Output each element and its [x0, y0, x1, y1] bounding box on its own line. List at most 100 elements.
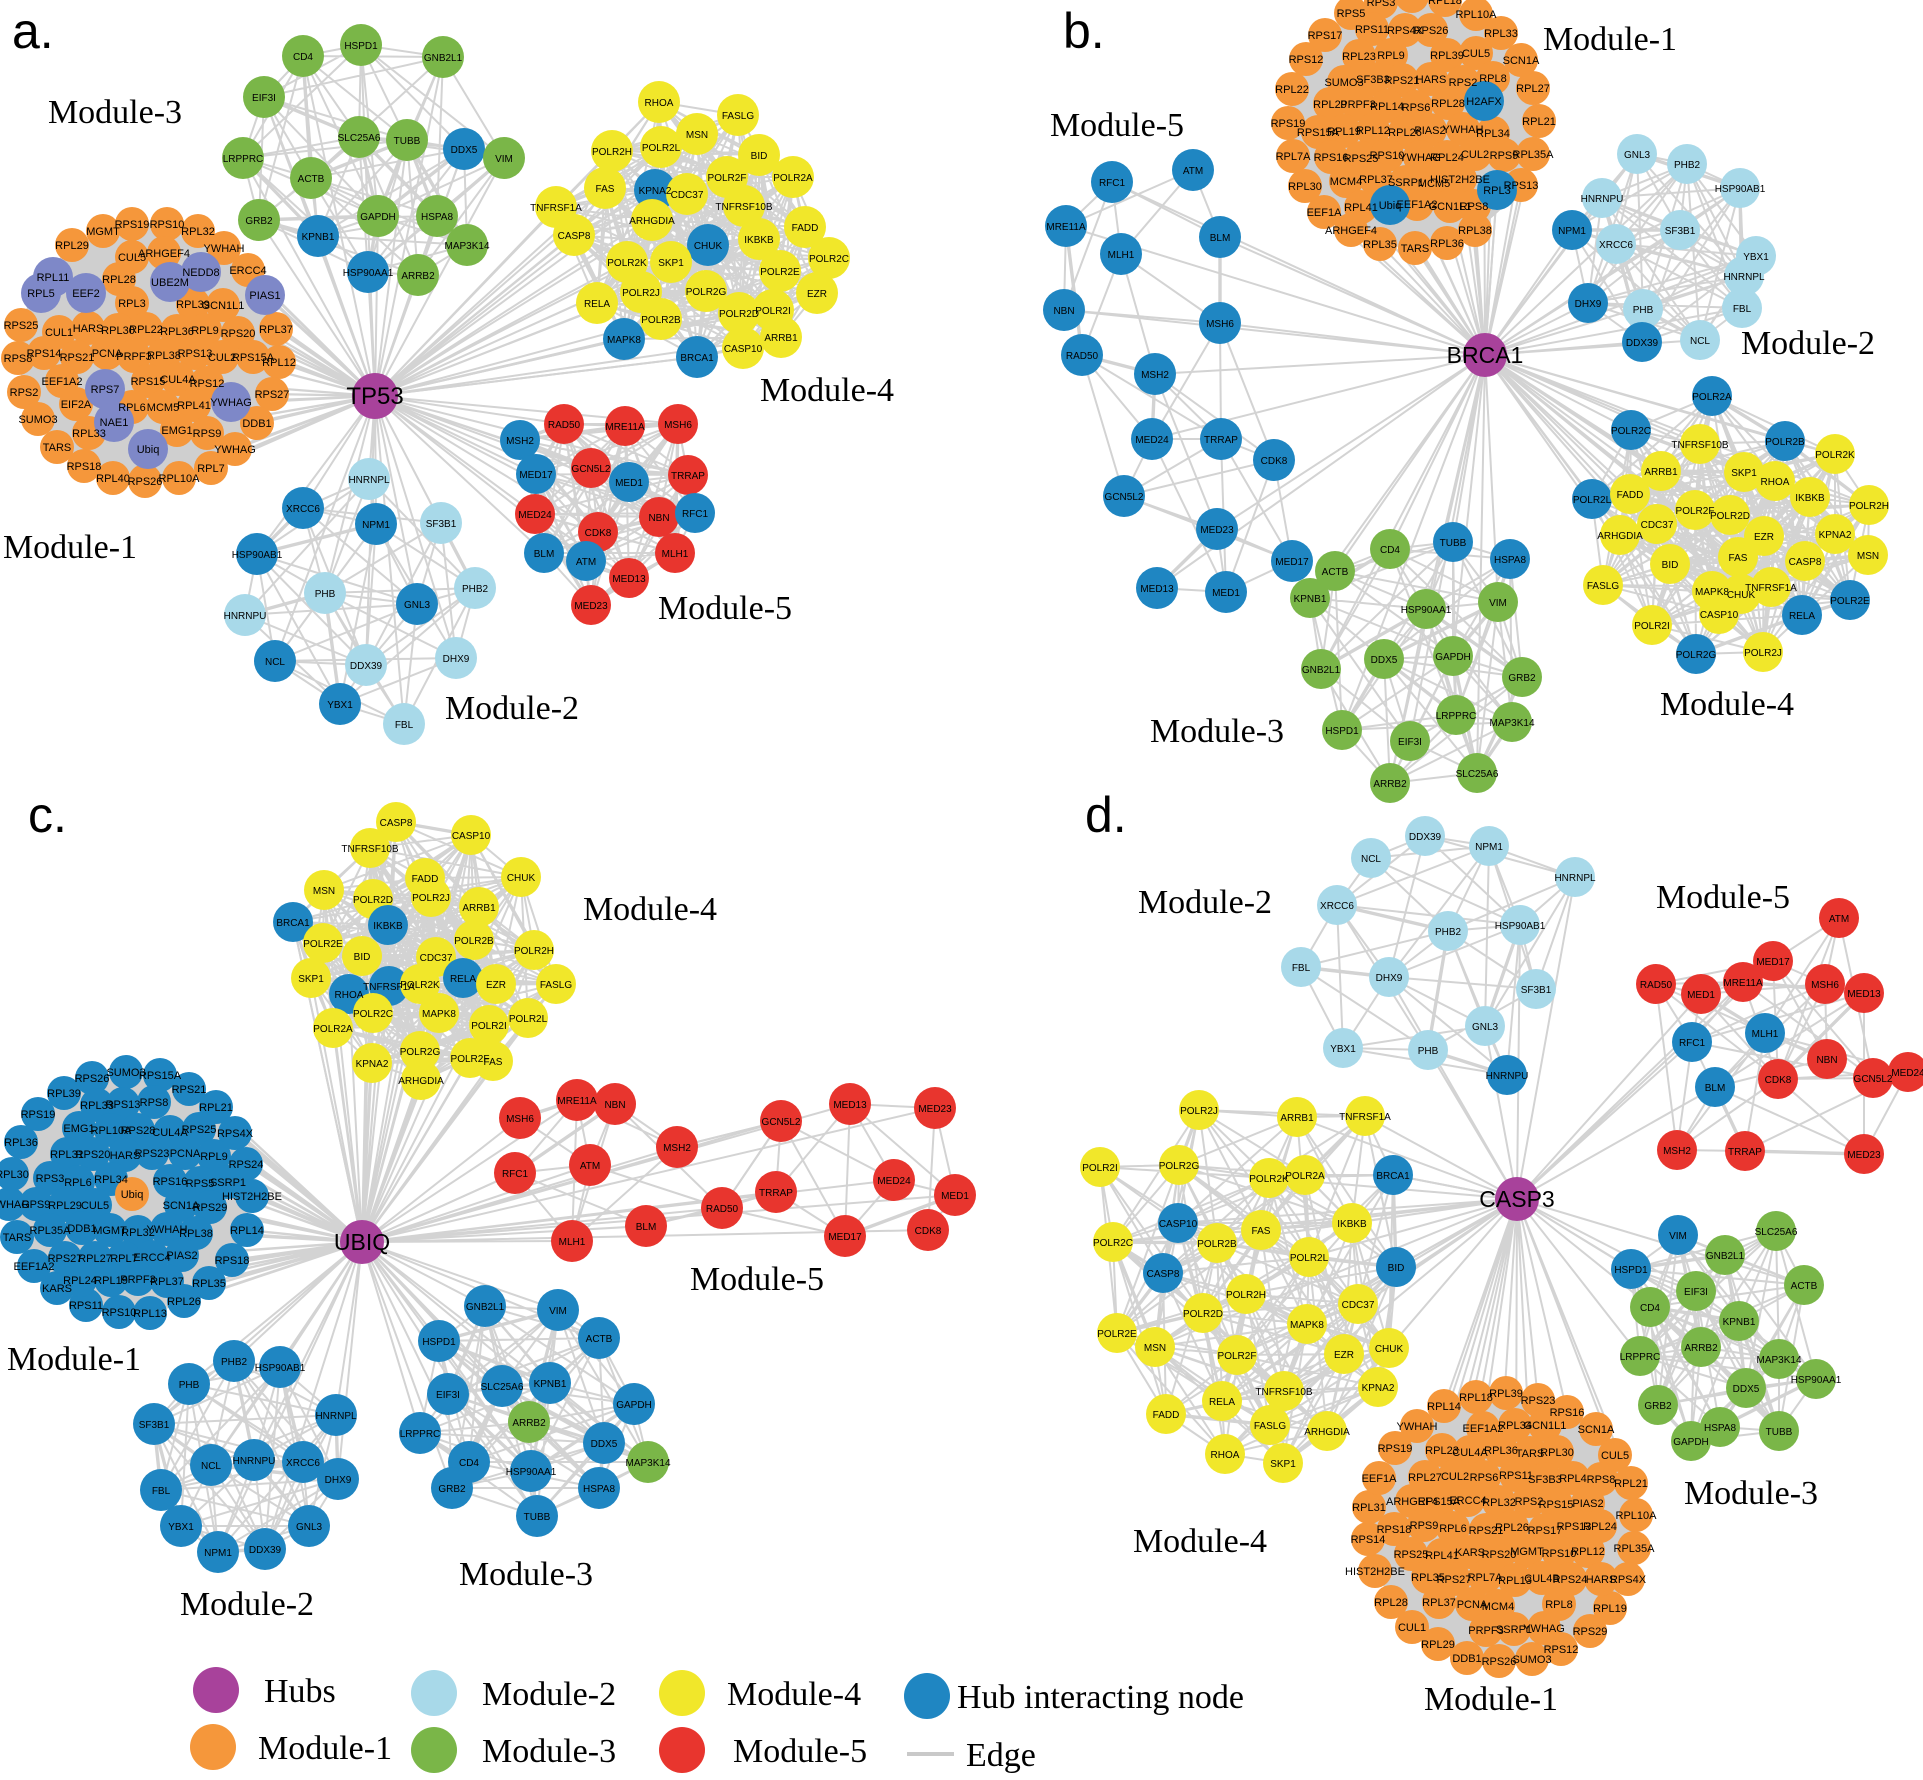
svg-text:MGMT: MGMT	[86, 226, 120, 238]
svg-text:Module-2: Module-2	[1138, 884, 1272, 921]
svg-text:RPS20: RPS20	[1482, 1549, 1517, 1561]
svg-text:RPS26: RPS26	[75, 1073, 110, 1085]
svg-text:IKBKB: IKBKB	[373, 921, 403, 932]
svg-text:KPNA2: KPNA2	[1362, 1383, 1395, 1394]
svg-text:RPS15A: RPS15A	[1297, 127, 1340, 139]
svg-text:EEF1A2: EEF1A2	[1397, 199, 1438, 211]
svg-text:TP53: TP53	[346, 383, 403, 410]
svg-text:POLR2F: POLR2F	[451, 1054, 490, 1065]
svg-text:KPNB1: KPNB1	[1294, 594, 1327, 605]
svg-text:GRB2: GRB2	[1644, 1401, 1672, 1412]
svg-text:RPL33: RPL33	[72, 428, 106, 440]
svg-text:RPS17: RPS17	[1528, 1525, 1563, 1537]
svg-text:FADD: FADD	[792, 223, 819, 234]
svg-text:SKP1: SKP1	[298, 974, 324, 985]
svg-text:RPL24: RPL24	[1430, 152, 1464, 164]
svg-text:Edge: Edge	[966, 1737, 1036, 1774]
svg-text:RPL26: RPL26	[1495, 1522, 1529, 1534]
svg-text:RPL29: RPL29	[1313, 99, 1347, 111]
svg-text:DDX39: DDX39	[249, 1545, 282, 1556]
svg-text:RPL37: RPL37	[1359, 174, 1393, 186]
svg-text:HNRNPL: HNRNPL	[315, 1411, 357, 1422]
svg-text:RPS23: RPS23	[135, 1148, 170, 1160]
svg-text:GRB2: GRB2	[1508, 673, 1536, 684]
svg-text:RPS15A: RPS15A	[139, 1070, 182, 1082]
svg-text:EEF1A: EEF1A	[1307, 207, 1343, 219]
svg-text:RELA: RELA	[450, 974, 476, 985]
svg-text:RPL23: RPL23	[1342, 51, 1376, 63]
svg-text:RPS13: RPS13	[106, 1099, 141, 1111]
svg-text:RPS18: RPS18	[1377, 1524, 1412, 1536]
svg-text:GRB2: GRB2	[245, 216, 273, 227]
svg-text:GCN1L1: GCN1L1	[1429, 201, 1472, 213]
svg-text:MED23: MED23	[1200, 525, 1234, 536]
svg-text:Module-2: Module-2	[180, 1586, 314, 1623]
svg-text:YWHAG: YWHAG	[214, 444, 256, 456]
svg-text:ATM: ATM	[1829, 914, 1849, 925]
svg-text:DDX5: DDX5	[451, 145, 478, 156]
svg-text:SKP1: SKP1	[1270, 1459, 1296, 1470]
svg-text:TUBB: TUBB	[1766, 1427, 1793, 1438]
svg-text:RFC1: RFC1	[1099, 178, 1126, 189]
svg-text:CASP8: CASP8	[1789, 557, 1822, 568]
svg-text:RPL7A: RPL7A	[1276, 151, 1312, 163]
svg-text:RPS8: RPS8	[140, 1097, 169, 1109]
svg-text:DHX9: DHX9	[325, 1475, 352, 1486]
svg-text:RPS10: RPS10	[150, 219, 185, 231]
svg-text:MLH1: MLH1	[662, 549, 689, 560]
svg-text:POLR2F: POLR2F	[708, 173, 747, 184]
svg-text:POLR2I: POLR2I	[755, 306, 791, 317]
svg-text:RPS24: RPS24	[229, 1159, 264, 1171]
svg-text:GAPDH: GAPDH	[360, 212, 396, 223]
svg-text:POLR2G: POLR2G	[1676, 650, 1717, 661]
svg-text:VIM: VIM	[1489, 598, 1507, 609]
svg-text:ARRB2: ARRB2	[1684, 1343, 1718, 1354]
svg-text:RPL4: RPL4	[1559, 1473, 1587, 1485]
svg-text:CHUK: CHUK	[694, 241, 723, 252]
svg-text:NEDD8: NEDD8	[182, 267, 219, 279]
svg-text:RPS16: RPS16	[1550, 1407, 1585, 1419]
svg-text:PHB2: PHB2	[1435, 927, 1462, 938]
svg-text:MSN: MSN	[313, 886, 335, 897]
svg-text:RPL26: RPL26	[1388, 127, 1422, 139]
svg-text:RPS18: RPS18	[67, 461, 102, 473]
svg-text:b.: b.	[1063, 3, 1105, 59]
svg-text:Module-4: Module-4	[727, 1676, 861, 1713]
svg-text:PHB: PHB	[315, 589, 336, 600]
svg-text:RPS26: RPS26	[1482, 1656, 1517, 1668]
svg-text:POLR2I: POLR2I	[1082, 1163, 1118, 1174]
svg-text:CD4: CD4	[1640, 1303, 1660, 1314]
svg-text:FAS: FAS	[596, 184, 615, 195]
svg-text:MED13: MED13	[1847, 989, 1881, 1000]
svg-text:NPM1: NPM1	[362, 520, 390, 531]
svg-text:Hub interacting node: Hub interacting node	[957, 1679, 1244, 1716]
svg-text:Module-4: Module-4	[1133, 1523, 1267, 1560]
svg-text:KARS: KARS	[1455, 1547, 1485, 1559]
svg-text:Module-4: Module-4	[1660, 686, 1794, 723]
svg-text:HSP90AA1: HSP90AA1	[343, 268, 394, 279]
svg-text:MED1: MED1	[941, 1191, 969, 1202]
svg-text:RPS10: RPS10	[102, 1307, 137, 1319]
svg-text:SF3B3: SF3B3	[1528, 1474, 1562, 1486]
svg-text:CUL1: CUL1	[45, 327, 73, 339]
svg-text:HSP90AA1: HSP90AA1	[506, 1467, 557, 1478]
svg-text:RPS21: RPS21	[172, 1084, 207, 1096]
svg-text:EIF3I: EIF3I	[1684, 1287, 1708, 1298]
svg-text:MED17: MED17	[1275, 557, 1309, 568]
svg-text:RPL7A: RPL7A	[1468, 1572, 1504, 1584]
svg-text:RPL35A: RPL35A	[30, 1225, 72, 1237]
svg-text:RPL31: RPL31	[50, 1149, 84, 1161]
svg-text:ARHGDIA: ARHGDIA	[1597, 531, 1643, 542]
svg-text:RPS4X: RPS4X	[1387, 25, 1424, 37]
svg-text:SSRP1: SSRP1	[210, 1177, 246, 1189]
svg-text:POLR2L: POLR2L	[509, 1014, 548, 1025]
svg-text:RPS12: RPS12	[190, 378, 225, 390]
svg-text:POLR2A: POLR2A	[1692, 392, 1732, 403]
svg-text:CD4: CD4	[293, 52, 313, 63]
svg-text:MED23: MED23	[1847, 1150, 1881, 1161]
svg-text:RPS18: RPS18	[215, 1255, 250, 1267]
svg-text:GNL3: GNL3	[404, 600, 431, 611]
svg-text:TRRAP: TRRAP	[671, 471, 705, 482]
svg-text:MRE11A: MRE11A	[1046, 222, 1086, 233]
svg-text:BRCA1: BRCA1	[276, 918, 310, 929]
